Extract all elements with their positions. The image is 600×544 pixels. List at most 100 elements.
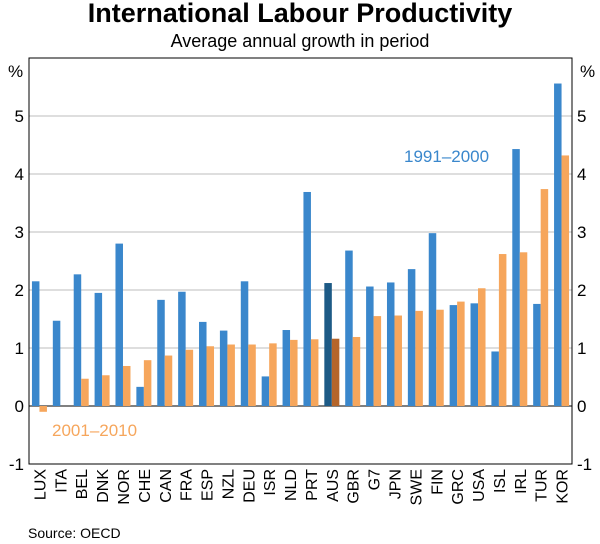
category-label: ISL: [492, 469, 509, 493]
chart-subtitle: Average annual growth in period: [171, 31, 430, 51]
bar-aus-1991-2000: [324, 283, 332, 406]
bar-nld-1991-2000: [282, 330, 291, 406]
bar-isr-2001-2010: [269, 343, 277, 406]
category-label: FRA: [179, 469, 196, 501]
category-label: FIN: [429, 469, 446, 495]
bar-dnk-1991-2000: [94, 292, 103, 406]
category-label: CHE: [137, 469, 154, 503]
category-label: NZL: [220, 469, 237, 499]
bar-che-1991-2000: [136, 386, 144, 406]
bar-lux-1991-2000: [31, 281, 40, 406]
bar-isr-1991-2000: [261, 376, 270, 406]
chart-title: International Labour Productivity: [88, 0, 513, 28]
y-tick-label-left: 1: [15, 339, 24, 358]
bar-kor-2001-2010: [561, 155, 570, 406]
category-label: USA: [471, 469, 488, 502]
bar-dnk-2001-2010: [102, 375, 110, 406]
bar-swe-2001-2010: [415, 310, 423, 406]
y-unit-right: %: [580, 62, 595, 81]
bar-irl-1991-2000: [512, 149, 520, 406]
bar-fra-2001-2010: [185, 349, 194, 406]
bar-lux-2001-2010: [39, 406, 47, 412]
y-tick-label-right: 3: [577, 223, 586, 242]
category-label: KOR: [555, 469, 572, 504]
bar-bel-2001-2010: [81, 378, 89, 406]
y-tick-label-right: 1: [577, 339, 586, 358]
category-label: JPN: [387, 469, 404, 499]
bar-grc-2001-2010: [457, 301, 465, 406]
bar-esp-1991-2000: [199, 321, 207, 406]
y-tick-label-right: 2: [577, 281, 586, 300]
bar-kor-1991-2000: [554, 83, 562, 407]
bar-fin-1991-2000: [428, 233, 437, 406]
bar-isl-1991-2000: [491, 351, 499, 406]
bar-prt-1991-2000: [303, 191, 311, 406]
source-note: Source: OECD: [28, 525, 121, 541]
category-label: ITA: [53, 469, 70, 493]
y-tick-label-left: -1: [9, 455, 24, 474]
category-label: NOR: [116, 469, 133, 505]
category-label: AUS: [325, 469, 342, 502]
bar-gbr-2001-2010: [352, 336, 361, 406]
bar-tur-1991-2000: [533, 303, 541, 406]
category-label: DNK: [95, 469, 112, 503]
bar-jpn-1991-2000: [386, 282, 395, 406]
bar-nor-2001-2010: [122, 365, 131, 406]
bar-can-2001-2010: [164, 355, 173, 406]
y-tick-label-right: -1: [577, 455, 592, 474]
category-label: IRL: [513, 469, 530, 494]
bar-fin-2001-2010: [436, 309, 444, 406]
y-tick-label-left: 0: [15, 397, 24, 416]
bar-che-2001-2010: [143, 360, 152, 406]
bar-nld-2001-2010: [290, 339, 298, 406]
category-labels: LUX ITA BEL DNK NOR CHE CAN FRA ESP NZL DEU ISR NLD P…: [32, 469, 571, 506]
y-tick-label-left: 3: [15, 223, 24, 242]
y-tick-label-right: 0: [577, 397, 586, 416]
bar-jpn-2001-2010: [394, 315, 402, 406]
category-label: PRT: [304, 469, 321, 501]
gridlines: [29, 57, 572, 465]
y-tick-label-right: 4: [577, 165, 586, 184]
category-label: TUR: [534, 469, 551, 502]
bar-aus-2001-2010: [331, 338, 340, 406]
category-label: ESP: [200, 469, 217, 501]
bar-fra-1991-2000: [178, 291, 186, 406]
category-label: GBR: [346, 469, 363, 504]
category-label: GRC: [450, 469, 467, 505]
legend-2001-2010: 2001–2010: [52, 421, 137, 440]
category-label: DEU: [241, 469, 258, 503]
bar-irl-2001-2010: [519, 252, 528, 406]
y-tick-label-left: 2: [15, 281, 24, 300]
legend-1991-2000: 1991–2000: [404, 147, 489, 166]
bar-g7-2001-2010: [373, 316, 382, 406]
category-label: SWE: [408, 469, 425, 505]
y-unit-left: %: [8, 62, 23, 81]
y-ticks: -1 -1 0 0 1 1 2 2 3 3 4 4 5 5: [9, 107, 592, 474]
bar-can-1991-2000: [157, 299, 165, 406]
category-label: G7: [367, 469, 384, 490]
bar-gbr-1991-2000: [345, 250, 353, 406]
bar-nzl-1991-2000: [219, 330, 228, 406]
bar-g7-1991-2000: [366, 286, 374, 406]
bar-deu-2001-2010: [248, 344, 256, 406]
bar-swe-1991-2000: [407, 269, 416, 406]
bar-prt-2001-2010: [310, 339, 319, 406]
bar-nzl-2001-2010: [227, 344, 235, 406]
y-tick-label-right: 5: [577, 107, 586, 126]
bar-usa-1991-2000: [470, 303, 479, 406]
bar-deu-1991-2000: [240, 281, 249, 406]
bar-usa-2001-2010: [478, 288, 486, 406]
bar-tur-2001-2010: [540, 189, 549, 406]
bar-isl-2001-2010: [498, 254, 507, 406]
y-tick-label-left: 4: [15, 165, 24, 184]
bar-esp-2001-2010: [206, 346, 215, 406]
bars: [31, 83, 570, 412]
category-label: CAN: [158, 469, 175, 503]
bar-ita-1991-2000: [52, 320, 61, 406]
category-label: NLD: [283, 469, 300, 501]
y-tick-label-left: 5: [15, 107, 24, 126]
category-label: LUX: [32, 469, 49, 500]
plot-frame: [28, 57, 573, 465]
bar-bel-1991-2000: [73, 274, 82, 406]
